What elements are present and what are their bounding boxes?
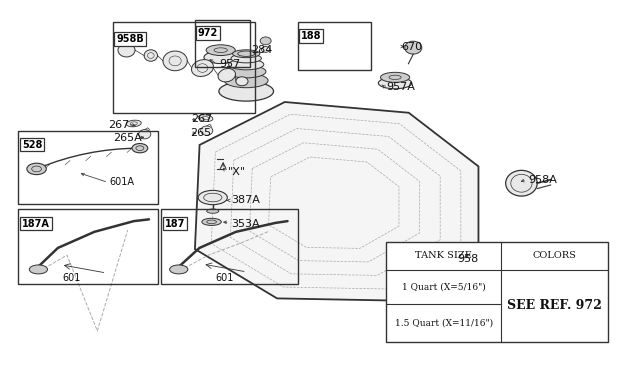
Bar — [112, 22, 255, 113]
Text: 265A: 265A — [113, 133, 142, 143]
Ellipse shape — [201, 126, 213, 135]
Ellipse shape — [381, 72, 410, 82]
Ellipse shape — [231, 54, 262, 63]
Text: COLORS: COLORS — [533, 251, 577, 260]
Text: 601: 601 — [216, 273, 234, 283]
Ellipse shape — [29, 265, 48, 274]
Text: 265: 265 — [190, 128, 211, 138]
Ellipse shape — [198, 115, 213, 122]
Circle shape — [27, 163, 46, 174]
Text: 187: 187 — [165, 219, 185, 228]
Text: 958: 958 — [458, 254, 479, 264]
Text: 601: 601 — [63, 273, 81, 283]
Bar — [298, 22, 371, 70]
Text: 972: 972 — [198, 28, 218, 38]
Ellipse shape — [144, 50, 157, 61]
Text: 528: 528 — [22, 139, 42, 150]
Ellipse shape — [405, 41, 422, 54]
Ellipse shape — [206, 45, 235, 55]
Text: 353A: 353A — [231, 219, 260, 228]
Ellipse shape — [126, 120, 141, 127]
Text: 284: 284 — [250, 45, 272, 55]
Bar — [19, 131, 158, 204]
Text: 267: 267 — [108, 120, 129, 130]
Ellipse shape — [224, 73, 268, 88]
Ellipse shape — [470, 268, 478, 274]
Ellipse shape — [229, 59, 264, 70]
Ellipse shape — [260, 37, 271, 45]
Ellipse shape — [163, 51, 187, 71]
Ellipse shape — [139, 130, 151, 139]
Text: 670: 670 — [401, 42, 422, 51]
Ellipse shape — [506, 170, 538, 196]
Text: 957: 957 — [219, 59, 240, 69]
Ellipse shape — [118, 43, 135, 57]
Ellipse shape — [226, 65, 266, 78]
Ellipse shape — [202, 218, 221, 226]
Text: 958A: 958A — [529, 174, 557, 185]
Text: TANK SIZE: TANK SIZE — [415, 251, 472, 260]
Polygon shape — [195, 102, 479, 300]
Text: eReplacementParts.com: eReplacementParts.com — [238, 187, 382, 200]
Circle shape — [132, 143, 148, 153]
Ellipse shape — [378, 77, 412, 89]
Ellipse shape — [198, 191, 228, 205]
Ellipse shape — [206, 209, 219, 213]
Text: 187A: 187A — [22, 219, 50, 228]
Text: 958B: 958B — [116, 34, 144, 44]
Bar — [195, 20, 250, 67]
Bar — [161, 209, 298, 284]
Text: 188: 188 — [301, 31, 321, 41]
Ellipse shape — [192, 59, 213, 77]
Text: 1 Quart (X=5/16"): 1 Quart (X=5/16") — [402, 282, 485, 291]
Ellipse shape — [232, 50, 260, 58]
Text: 957A: 957A — [386, 82, 415, 92]
Ellipse shape — [236, 77, 248, 86]
Text: 601A: 601A — [110, 177, 135, 188]
Text: SEE REF. 972: SEE REF. 972 — [507, 299, 602, 312]
Ellipse shape — [204, 51, 237, 64]
Ellipse shape — [262, 47, 270, 52]
Text: 1.5 Quart (X=11/16"): 1.5 Quart (X=11/16") — [394, 318, 493, 327]
Text: "X": "X" — [228, 167, 246, 177]
Bar — [386, 242, 608, 342]
Ellipse shape — [219, 81, 273, 101]
Bar — [19, 209, 158, 284]
Ellipse shape — [453, 244, 482, 268]
Ellipse shape — [218, 69, 236, 82]
Text: 387A: 387A — [231, 195, 260, 205]
Ellipse shape — [170, 265, 188, 274]
Text: 267: 267 — [192, 114, 213, 124]
